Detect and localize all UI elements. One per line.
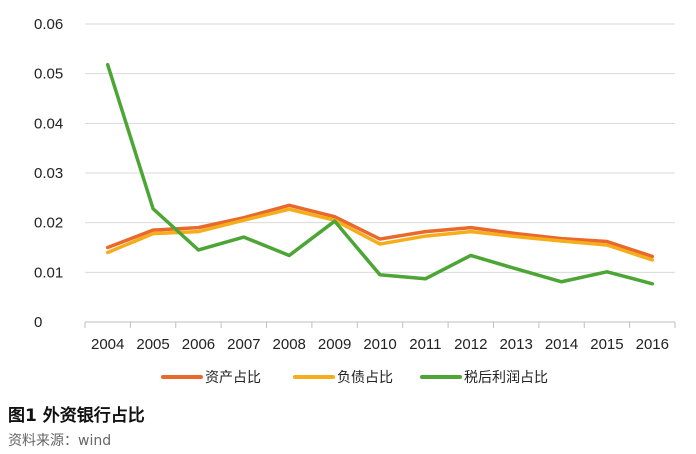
series-lines — [105, 62, 655, 286]
y-tick-label: 0.03 — [34, 165, 63, 182]
series-line — [105, 62, 655, 286]
y-tick-label: 0 — [34, 314, 42, 331]
x-tick-label: 2010 — [363, 336, 396, 353]
x-tick-label: 2014 — [545, 336, 578, 353]
x-tick-label: 2009 — [318, 336, 351, 353]
x-tick-label: 2015 — [590, 336, 623, 353]
x-tick-label: 2013 — [499, 336, 532, 353]
y-tick-label: 0.04 — [34, 115, 63, 132]
legend-label: 税后利润占比 — [464, 370, 548, 386]
series-line — [105, 207, 655, 262]
line-chart: 0 0.01 0.02 0.03 0.04 0.05 0.06 2004 2005 2006 200… — [34, 16, 676, 386]
x-tick-label: 2007 — [227, 336, 260, 353]
y-tick-label: 0.06 — [34, 16, 63, 33]
figure-caption: 图1 外资银行占比 — [8, 406, 145, 426]
legend: 资产占比 负债占比 税后利润占比 — [161, 370, 548, 386]
x-tick-label: 2008 — [273, 336, 306, 353]
x-tick-label: 2016 — [636, 336, 669, 353]
legend-label: 资产占比 — [205, 370, 261, 386]
x-tick-label: 2011 — [409, 336, 441, 353]
y-tick-label: 0.05 — [34, 66, 63, 83]
x-tick-label: 2004 — [91, 336, 124, 353]
series-line — [105, 203, 655, 259]
x-tick-label: 2005 — [136, 336, 169, 353]
gridlines — [85, 23, 675, 273]
y-tick-label: 0.02 — [34, 215, 63, 232]
axes: 0 0.01 0.02 0.03 0.04 0.05 0.06 2004 2005 2006 200… — [34, 16, 676, 353]
legend-label: 负债占比 — [337, 370, 393, 386]
y-tick-label: 0.01 — [34, 264, 63, 281]
x-tick-label: 2006 — [182, 336, 215, 353]
x-tick-label: 2012 — [454, 336, 487, 353]
source-note: 资料来源：wind — [8, 433, 112, 449]
